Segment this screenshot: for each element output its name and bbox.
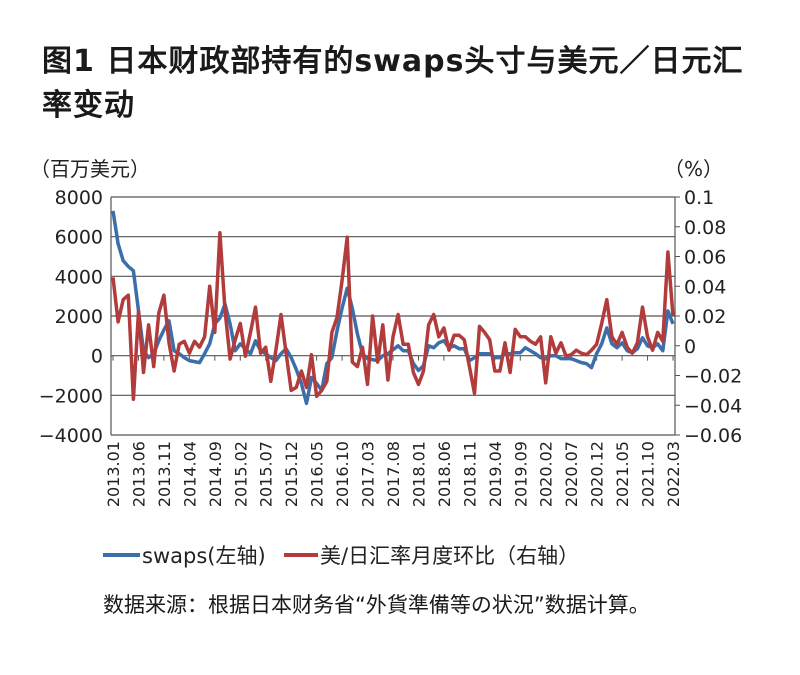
left-tick-label: −4000 — [39, 425, 103, 447]
source-note: 数据来源：根据日本财务省“外貨準備等の状況”数据计算。 — [103, 593, 650, 617]
right-tick-label: −0.06 — [684, 425, 742, 447]
right-tick-label: 0.08 — [684, 217, 726, 239]
x-tick-label: 2015.07 — [257, 441, 276, 507]
right-tick-label: 0.04 — [684, 276, 726, 298]
x-tick-label: 2018.06 — [435, 441, 454, 507]
right-tick-label: 0 — [684, 336, 696, 358]
legend-label-fx: 美/日汇率月度环比（右轴） — [320, 544, 579, 568]
x-tick-label: 2016.05 — [308, 441, 327, 507]
series-line-fx — [111, 230, 675, 402]
left-tick-label: 8000 — [55, 187, 103, 209]
chart-title: 图1 日本财政部持有的swaps头寸与美元／日元汇率变动 — [42, 44, 744, 123]
series-line-swaps — [111, 210, 675, 406]
right-axis-label: （%） — [664, 157, 723, 181]
x-tick-label: 2015.12 — [282, 441, 301, 507]
x-tick-label: 2013.06 — [129, 441, 148, 507]
x-tick-label: 2019.04 — [486, 441, 505, 507]
left-tick-label: 2000 — [55, 306, 103, 328]
legend: swaps(左轴) 美/日汇率月度环比（右轴） — [103, 544, 579, 568]
x-tick-label: 2021.05 — [613, 441, 632, 507]
x-tick-label: 2017.08 — [384, 441, 403, 507]
right-tick-label: 0.02 — [684, 306, 726, 328]
legend-label-swaps: swaps(左轴) — [142, 544, 266, 568]
left-tick-label: 6000 — [55, 227, 103, 249]
x-tick-label: 2017.03 — [359, 441, 378, 507]
x-tick-label: 2018.01 — [409, 441, 428, 507]
right-tick-label: 0.06 — [684, 247, 726, 269]
right-tick-label: −0.02 — [684, 366, 742, 388]
x-tick-label: 2016.10 — [333, 441, 352, 507]
left-tick-label: 0 — [91, 346, 103, 368]
x-tick-label: 2013.11 — [155, 441, 174, 507]
x-tick-label: 2014.04 — [180, 441, 199, 507]
right-tick-label: −0.04 — [684, 395, 742, 417]
x-tick-label: 2013.01 — [104, 441, 123, 507]
x-tick-label: 2021.10 — [639, 441, 658, 507]
x-tick-label: 2020.07 — [562, 441, 581, 507]
right-tick-label: 0.1 — [684, 187, 714, 209]
x-tick-label: 2020.02 — [537, 441, 556, 507]
left-tick-label: 4000 — [55, 266, 103, 288]
x-tick-label: 2015.02 — [231, 441, 250, 507]
x-tick-label: 2020.12 — [588, 441, 607, 507]
left-axis-label: （百万美元） — [30, 157, 150, 181]
left-tick-label: −2000 — [39, 385, 103, 407]
x-tick-label: 2022.03 — [664, 441, 683, 507]
x-tick-label: 2018.11 — [460, 441, 479, 507]
x-tick-label: 2014.09 — [206, 441, 225, 507]
x-tick-label: 2019.09 — [511, 441, 530, 507]
